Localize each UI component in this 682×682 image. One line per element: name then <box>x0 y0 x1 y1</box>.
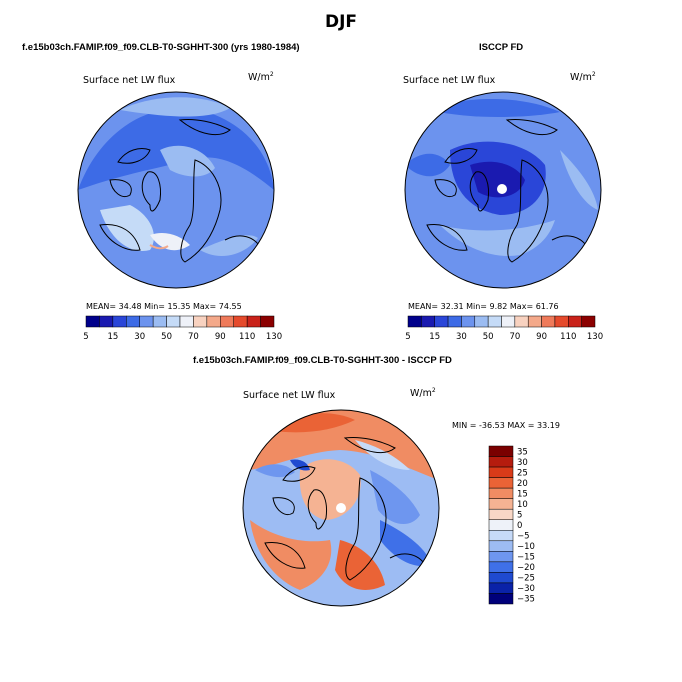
panel-3-colorbar-tick-label: −15 <box>517 553 535 563</box>
panel-3-colorbar-tick-label: 15 <box>517 489 528 499</box>
panel-2-colorbar-box <box>581 315 596 328</box>
panel-2-colorbar-tick-label: 5 <box>405 332 410 342</box>
panel-2-colorbar-tick-label: 70 <box>509 332 520 342</box>
panel-1-variable-label: Surface net LW flux <box>83 75 176 86</box>
panel-2-colorbar-box <box>421 315 435 328</box>
panel-2-colorbar-box <box>568 315 582 328</box>
panel-3-colorbar-box <box>488 519 514 531</box>
panel-3-colorbar-tick-label: 0 <box>517 521 522 531</box>
panel-3-colorbar-tick-label: −10 <box>517 542 535 552</box>
panel-3-colorbar-tick-label: −25 <box>517 574 535 584</box>
panel-3-colorbar-box <box>488 466 514 478</box>
panel-3-colorbar-tick-label: 35 <box>517 447 528 457</box>
panel-3-colorbar-tick-label: 10 <box>517 500 528 510</box>
panel-3-colorbar-box <box>488 530 514 542</box>
panel-2-colorbar-tick-label: 15 <box>429 332 440 342</box>
panel-3-units: W/m2 <box>410 387 436 400</box>
panel-3-colorbar-box <box>488 540 514 552</box>
panel-3-colorbar-tick-label: −35 <box>517 595 535 605</box>
panel-1-colorbar-box <box>220 315 234 328</box>
panel-1-colorbar-tick-label: 70 <box>188 332 199 342</box>
panel-3-colorbar-box <box>488 572 514 584</box>
panel-3-colorbar-box <box>488 498 514 510</box>
panel-2-colorbar-box <box>527 315 542 328</box>
panel-1-units: W/m2 <box>248 71 274 84</box>
panel-3-colorbar-tick-label: 5 <box>517 510 522 520</box>
panel-3-colorbar-tick-label: 25 <box>517 468 528 478</box>
panel-2-colorbar-tick-label: 110 <box>560 332 576 342</box>
figure-title: DJF <box>324 12 358 32</box>
panel-2-colorbar-box <box>447 315 462 328</box>
panel-1-colorbar-tick-label: 5 <box>83 332 88 342</box>
panel-3-variable-label: Surface net LW flux <box>243 390 336 401</box>
panel-2-colorbar-tick-label: 130 <box>587 332 603 342</box>
panel-1-colorbar-box <box>179 315 194 328</box>
panel-2-colorbar-box <box>514 315 529 328</box>
panel-1-colorbar-box <box>85 315 100 328</box>
panel-3-colorbar-tick-label: −30 <box>517 584 535 594</box>
panel-3-colorbar-box <box>488 477 514 489</box>
panel-3-colorbar-box <box>488 551 514 563</box>
panel-3-colorbar-box <box>488 593 514 605</box>
panel-1-colorbar-box <box>246 315 261 328</box>
panel-1-colorbar-tick-label: 30 <box>134 332 145 342</box>
panel-1-colorbar-box <box>152 315 167 328</box>
panel-2-header: ISCCP FD <box>479 42 524 53</box>
panel-3-colorbar-tick-label: −20 <box>517 563 535 573</box>
panel-3-colorbar-box <box>488 456 514 468</box>
panel-1-colorbar-tick-label: 15 <box>107 332 118 342</box>
panel-3-colorbar-box <box>488 508 514 520</box>
panel-1-colorbar-box <box>233 315 248 328</box>
panel-2-colorbar-tick-label: 50 <box>483 332 494 342</box>
panel-2-colorbar-tick-label: 90 <box>536 332 547 342</box>
panel-2-variable-label: Surface net LW flux <box>403 75 496 86</box>
panel-2-colorbar-tick-label: 30 <box>456 332 467 342</box>
panel-2-colorbar-box <box>434 315 449 328</box>
panel-2-colorbar-box <box>461 315 476 328</box>
panel-1-colorbar-box <box>166 315 181 328</box>
panel-2-colorbar-box <box>501 315 516 328</box>
panel-1-colorbar-tick-label: 130 <box>266 332 282 342</box>
panel-1-colorbar-box <box>139 315 154 328</box>
panel-1-colorbar-box <box>193 315 208 328</box>
panel-3-colorbar-box <box>488 487 514 499</box>
panel-2-units: W/m2 <box>570 71 596 84</box>
panel-3-colorbar-tick-label: −5 <box>517 532 530 542</box>
panel-1-map <box>78 92 274 288</box>
panel-3-map <box>243 410 439 606</box>
panel-2-colorbar-box <box>541 315 556 328</box>
panel-2-map <box>405 92 601 288</box>
panel-2-colorbar-box <box>474 315 489 328</box>
panel-3-colorbar-tick-label: 30 <box>517 458 528 468</box>
panel-3-header: f.e15b03ch.FAMIP.f09_f09.CLB-T0-SGHHT-30… <box>193 355 452 366</box>
panel-3-colorbar-box <box>488 582 514 594</box>
panel-1-stats: MEAN= 34.48 Min= 15.35 Max= 74.55 <box>86 302 242 311</box>
panel-2-stats: MEAN= 32.31 Min= 9.82 Max= 61.76 <box>408 302 559 311</box>
panel-1-colorbar-box <box>112 315 127 328</box>
panel-2-colorbar-box <box>407 315 422 328</box>
panel-1-colorbar-box <box>126 315 140 328</box>
panel-1-colorbar-box <box>99 315 114 328</box>
panel-1-colorbar-tick-label: 110 <box>239 332 255 342</box>
panel-1-colorbar-tick-label: 50 <box>161 332 172 342</box>
panel-3-colorbar-tick-label: 20 <box>517 479 528 489</box>
panel-1-colorbar-tick-label: 90 <box>215 332 226 342</box>
panel-2-colorbar-box <box>554 315 569 328</box>
panel-3-colorbar-box <box>488 445 514 457</box>
panel-1-header: f.e15b03ch.FAMIP.f09_f09.CLB-T0-SGHHT-30… <box>22 42 300 53</box>
panel-1-colorbar-box <box>206 315 221 328</box>
panel-2-colorbar-box <box>487 315 502 328</box>
panel-3-stats: MIN = -36.53 MAX = 33.19 <box>452 421 560 430</box>
panel-1-colorbar-box <box>260 315 275 328</box>
panel-3-colorbar-box <box>488 561 514 573</box>
